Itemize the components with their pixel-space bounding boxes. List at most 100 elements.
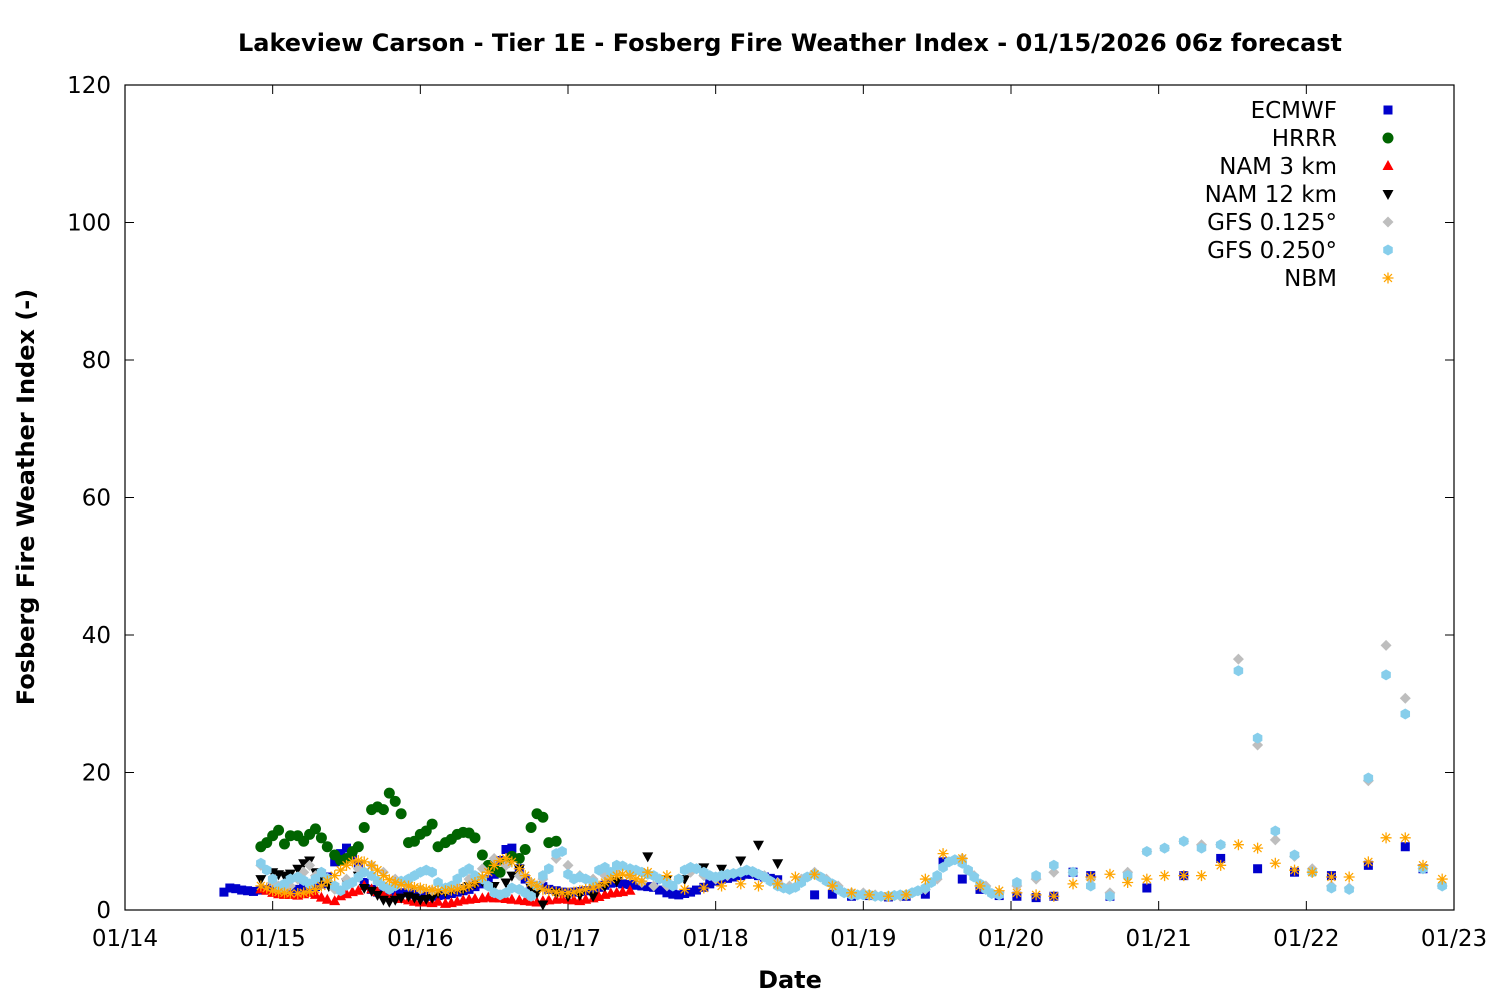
data-point-gfs-0-250 (691, 863, 702, 875)
data-point-nbm (1269, 857, 1281, 869)
legend-marker (1382, 216, 1394, 228)
data-point-nbm (273, 886, 285, 898)
data-point-nbm (1306, 866, 1318, 878)
data-point-gfs-0-125 (304, 859, 316, 871)
data-point-gfs-0-250 (926, 877, 937, 888)
data-point-nam-3-km (506, 893, 518, 904)
data-point-gfs-0-250 (507, 882, 517, 894)
data-point-ecmwf (415, 891, 425, 901)
data-point-nbm (574, 885, 586, 897)
x-tick-label: 01/15 (240, 926, 306, 952)
legend-label: ECMWF (1251, 98, 1337, 124)
data-point-gfs-0-250 (606, 866, 616, 878)
data-point-nbm (919, 873, 931, 885)
x-tick-label: 01/19 (830, 926, 896, 952)
data-point-ecmwf (231, 884, 241, 894)
data-point-gfs-0-250 (285, 873, 296, 885)
data-point-nbm (1325, 871, 1337, 883)
data-point-nbm (605, 873, 617, 885)
data-point-nbm (426, 884, 438, 896)
data-point-nbm (1232, 839, 1244, 851)
data-point-nbm (457, 882, 469, 894)
axis-ticks: 01/14 01/15 01/16 01/17 01/18 01/19 01/20 01/21… (67, 73, 1487, 952)
series-gfs-0-250 (256, 665, 1447, 902)
data-point-hrrr (309, 823, 321, 835)
data-point-ecmwf (686, 887, 696, 897)
data-point-hrrr (352, 841, 364, 853)
data-point-gfs-0-125 (1380, 639, 1392, 651)
series-ecmwf (219, 842, 1428, 903)
data-point-ecmwf (336, 849, 346, 859)
data-point-gfs-0-125 (500, 859, 512, 871)
data-point-nbm (636, 875, 648, 887)
data-point-gfs-0-250 (728, 868, 739, 880)
data-point-nbm (292, 888, 304, 899)
data-point-nam-12-km (366, 886, 378, 897)
data-point-nam-3-km (315, 891, 327, 902)
data-point-ecmwf (330, 857, 340, 867)
data-point-nbm (587, 882, 599, 894)
data-point-gfs-0-250 (1031, 870, 1041, 882)
data-point-ecmwf (342, 843, 351, 853)
data-point-nbm (617, 868, 629, 880)
legend-label: NBM (1284, 266, 1337, 292)
data-point-nam-12-km (752, 840, 764, 851)
data-point-nbm (556, 887, 568, 899)
data-point-hrrr (426, 818, 438, 830)
data-point-gfs-0-250 (427, 866, 437, 878)
legend-marker (1382, 160, 1394, 170)
data-point-hrrr (321, 841, 333, 853)
data-point-nbm (482, 866, 494, 878)
data-point-nam-3-km (352, 884, 364, 895)
data-point-hrrr (278, 838, 290, 850)
legend-marker (1383, 244, 1393, 256)
data-point-nbm (1085, 871, 1097, 883)
data-point-gfs-0-250 (1085, 880, 1096, 892)
data-point-nam-12-km (537, 900, 549, 911)
data-point-nbm (519, 870, 531, 882)
data-point-gfs-0-250 (433, 877, 443, 888)
data-point-nbm (439, 885, 451, 897)
data-point-gfs-0-250 (1400, 708, 1411, 720)
data-point-nam-12-km (426, 893, 438, 904)
data-point-nam-12-km (395, 893, 407, 904)
legend-marker (1382, 132, 1394, 144)
data-point-nbm (1104, 868, 1116, 880)
data-point-ecmwf (507, 843, 517, 853)
data-point-ecmwf (1400, 842, 1410, 852)
data-point-nam-12-km (383, 897, 395, 908)
data-point-hrrr (494, 866, 506, 878)
data-point-nbm (383, 874, 395, 886)
data-point-nbm (304, 885, 316, 897)
data-point-nbm (352, 855, 364, 866)
data-point-hrrr (383, 787, 395, 799)
data-point-gfs-0-250 (1233, 665, 1244, 677)
data-point-gfs-0-250 (538, 870, 548, 882)
data-point-ecmwf (237, 885, 247, 895)
data-point-nbm (309, 883, 321, 895)
data-point-nbm (1362, 856, 1374, 868)
data-point-nbm (488, 859, 500, 871)
data-point-nbm (735, 878, 747, 890)
data-point-nam-3-km (469, 893, 481, 903)
data-point-nam-12-km (587, 892, 599, 903)
data-point-gfs-0-250 (1215, 839, 1226, 851)
data-marks (219, 639, 1448, 911)
data-point-nbm (661, 870, 673, 882)
data-point-ecmwf (1253, 864, 1263, 874)
data-point-ecmwf (618, 879, 628, 889)
data-point-gfs-0-250 (1196, 842, 1207, 854)
data-point-gfs-0-250 (1437, 880, 1447, 892)
data-point-gfs-0-250 (913, 885, 923, 897)
data-point-nbm (1343, 871, 1355, 883)
data-point-gfs-0-125 (648, 880, 660, 892)
data-point-hrrr (537, 811, 549, 823)
x-tick-label: 01/17 (535, 926, 601, 952)
data-point-nbm (716, 880, 728, 892)
data-point-nbm (1289, 864, 1301, 876)
series-nbm (255, 832, 1448, 902)
data-point-nbm (335, 864, 347, 876)
data-point-ecmwf (1216, 853, 1226, 863)
data-point-nbm (550, 886, 562, 898)
data-point-nam-12-km (372, 890, 384, 901)
